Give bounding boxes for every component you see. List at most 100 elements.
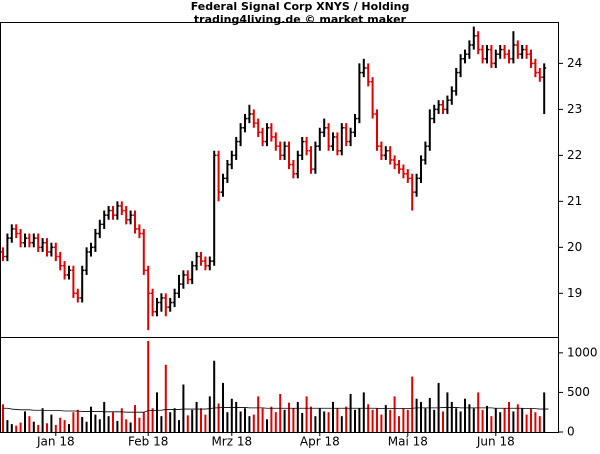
volume-bar [415, 398, 418, 432]
volume-bar [164, 364, 167, 432]
volume-bar [41, 408, 44, 432]
volume-bar [279, 394, 282, 432]
volume-bar [169, 412, 172, 432]
volume-bar [459, 411, 462, 432]
volume-bar [195, 401, 198, 432]
x-tick-label: Mrz 18 [211, 435, 252, 449]
volume-bar [332, 401, 334, 432]
volume-bar [288, 402, 290, 432]
y2-tick-label: 500 [567, 385, 590, 399]
volume-bar [494, 408, 497, 432]
volume-bar [472, 408, 475, 432]
volume-bar [239, 411, 242, 432]
volume-bar [138, 417, 141, 432]
volume-bar [226, 412, 229, 432]
volume-bar [19, 422, 22, 432]
volume-bar [10, 424, 13, 432]
volume-bar [468, 404, 471, 432]
volume-bar [178, 420, 180, 432]
volume-bar [464, 398, 466, 432]
volume-bar [32, 421, 35, 432]
volume-bar [376, 408, 378, 432]
volume-bar [446, 392, 449, 432]
y-tick-label: 21 [567, 194, 582, 208]
volume-bar [362, 392, 365, 432]
volume-bar [120, 408, 123, 432]
volume-bar [358, 408, 361, 432]
volume-bar [37, 424, 40, 432]
x-tick-label: Feb 18 [128, 435, 168, 449]
y-tick-label: 20 [567, 240, 582, 254]
volume-bar [367, 404, 370, 432]
volume-bar [156, 392, 158, 432]
volume-bar [450, 401, 453, 432]
volume-bar [6, 420, 9, 432]
volume-bar [490, 416, 493, 432]
volume-bar [46, 423, 48, 432]
volume-bar [380, 414, 383, 432]
volume-average-line [3, 407, 549, 413]
volume-bar [525, 414, 528, 432]
volume-bar [261, 408, 264, 432]
y-tick-label: 23 [567, 102, 582, 116]
y-tick-label: 22 [567, 148, 582, 162]
volume-bar [318, 408, 321, 432]
volume-bar [103, 401, 106, 432]
volume-bar [28, 416, 31, 432]
volume-bar [534, 412, 537, 432]
volume-bar [530, 408, 532, 432]
volume-bar [512, 411, 515, 432]
volume-bar [543, 392, 546, 432]
plot-frame [0, 22, 559, 433]
volume-bar [292, 408, 295, 432]
volume-bar [125, 419, 128, 432]
y2-tick-label: 1000 [567, 345, 598, 359]
volume-bar [90, 406, 92, 432]
volume-bar [270, 406, 273, 432]
volume-bar [301, 413, 304, 432]
volume-bar [98, 419, 101, 432]
volume-bar [257, 396, 260, 432]
volume-bar [24, 411, 26, 432]
volume-bar [182, 384, 185, 432]
volume-bar [129, 422, 132, 432]
volume-bar [389, 409, 392, 432]
volume-bar [310, 406, 312, 432]
volume-bar [402, 408, 405, 432]
volume-bar [252, 414, 255, 432]
volume-bar [442, 411, 444, 432]
volume-bar [323, 411, 326, 432]
volume-bar [516, 404, 519, 432]
volume-bar [481, 409, 484, 432]
y-tick-label: 24 [567, 56, 582, 70]
volume-bar [349, 394, 352, 432]
y-tick-label: 19 [567, 286, 582, 300]
volume-bar [393, 396, 396, 432]
volume-bar [274, 412, 277, 432]
volume-bar [499, 412, 502, 432]
volume-bar [173, 408, 176, 432]
volume-bar [213, 360, 216, 432]
volume-bar [85, 421, 88, 432]
volume-bar [147, 340, 150, 432]
volume-bar [186, 415, 189, 432]
volume-bar [486, 405, 488, 432]
chart-subtitle: trading4living.de © market maker [194, 13, 407, 26]
volume-bar [208, 396, 211, 432]
volume-bar [230, 398, 233, 432]
volume-bar [336, 408, 339, 432]
volume-bar [76, 409, 79, 432]
volume-bar [371, 409, 374, 432]
volume-bar [235, 401, 238, 432]
volume-bar [354, 409, 356, 432]
volume-bar [116, 420, 119, 432]
volume-bar [72, 412, 75, 432]
volume-bar [204, 414, 207, 432]
volume-bar [521, 408, 524, 432]
volume-bar [50, 414, 53, 432]
volume-bar [68, 424, 70, 432]
volume-bar [433, 409, 436, 432]
volume-bar [15, 425, 18, 432]
volume-bar [248, 416, 251, 432]
